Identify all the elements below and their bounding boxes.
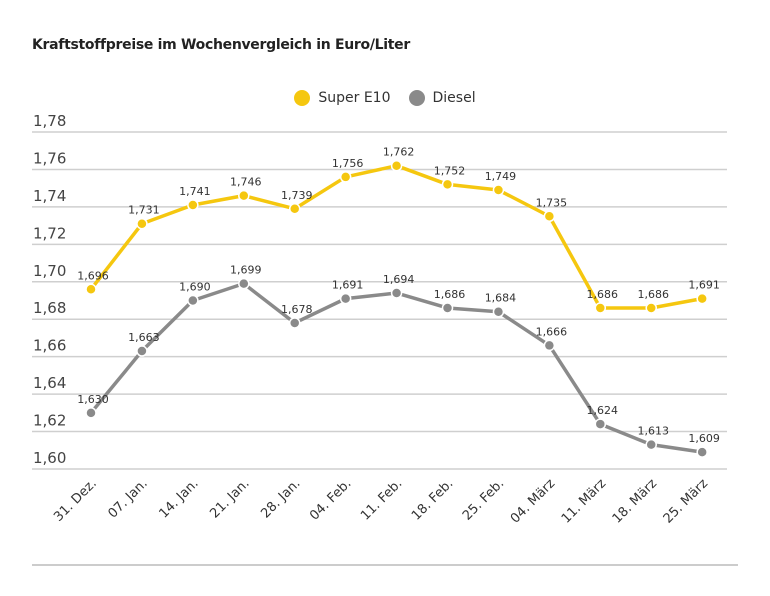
- y-tick-label: 1,76: [33, 149, 66, 167]
- data-label: 1,630: [77, 393, 109, 406]
- data-point: [136, 345, 148, 357]
- data-point: [85, 283, 97, 296]
- y-tick-label: 1,64: [33, 374, 66, 392]
- data-point: [288, 203, 301, 215]
- data-point: [136, 217, 148, 230]
- data-label: 1,691: [688, 279, 720, 292]
- legend-label: Super E10: [318, 90, 391, 106]
- data-point: [288, 317, 301, 329]
- x-tick-label: 18. Feb.: [409, 476, 456, 523]
- legend-marker-diesel: [408, 90, 425, 106]
- x-tick-label: 04. Feb.: [307, 476, 354, 523]
- data-point: [85, 407, 97, 419]
- data-label: 1,694: [383, 273, 415, 286]
- data-point: [390, 287, 403, 299]
- data-point: [492, 184, 505, 196]
- data-point: [187, 294, 199, 307]
- data-label: 1,686: [637, 288, 669, 301]
- data-label: 1,731: [128, 204, 160, 217]
- legend-item-diesel: Diesel: [408, 90, 476, 106]
- data-label: 1,609: [688, 432, 720, 445]
- data-point: [441, 302, 454, 314]
- data-label: 1,686: [434, 288, 466, 301]
- x-tick-label: 21. Jan.: [207, 476, 252, 521]
- x-tick-label: 07. Jan.: [106, 476, 151, 521]
- data-point: [390, 159, 403, 172]
- x-tick-label: 25. März: [661, 476, 711, 526]
- data-label: 1,762: [383, 146, 415, 159]
- data-label: 1,756: [332, 157, 364, 170]
- data-label: 1,691: [332, 279, 364, 292]
- data-label: 1,696: [77, 269, 109, 282]
- data-label: 1,613: [637, 425, 669, 438]
- data-label: 1,684: [485, 292, 517, 305]
- data-label: 1,735: [536, 196, 568, 209]
- y-tick-label: 1,74: [33, 187, 66, 205]
- data-point: [543, 210, 556, 222]
- x-tick-label: 14. Jan.: [156, 476, 201, 521]
- data-point: [187, 199, 199, 211]
- legend-item-super-e10: Super E10: [294, 90, 391, 106]
- bottom-divider: [32, 564, 738, 566]
- legend-marker-super-e10: [294, 90, 311, 106]
- data-point: [492, 305, 505, 318]
- data-point: [645, 302, 657, 314]
- x-tick-label: 18. März: [610, 476, 660, 526]
- x-tick-label: 11. März: [559, 476, 609, 526]
- data-label: 1,666: [536, 325, 568, 338]
- data-label: 1,739: [281, 189, 313, 202]
- chart-title: Kraftstoffpreise im Wochenvergleich in E…: [32, 37, 410, 53]
- x-tick-label: 28. Jan.: [258, 476, 303, 521]
- x-tick-label: 11. Feb.: [358, 476, 405, 523]
- y-tick-label: 1,62: [33, 412, 66, 430]
- data-point: [594, 418, 607, 430]
- y-tick-label: 1,70: [33, 262, 66, 280]
- data-point: [441, 178, 454, 191]
- data-point: [238, 189, 250, 202]
- y-tick-label: 1,60: [33, 449, 66, 467]
- y-tick-label: 1,68: [33, 299, 66, 317]
- data-point: [339, 171, 352, 183]
- data-label: 1,752: [434, 164, 466, 177]
- data-point: [696, 446, 708, 458]
- y-tick-label: 1,72: [33, 224, 66, 242]
- y-tick-label: 1,66: [33, 337, 66, 355]
- data-point: [238, 277, 250, 290]
- data-point: [339, 292, 352, 305]
- data-label: 1,690: [179, 281, 211, 294]
- x-tick-label: 25. Feb.: [460, 476, 507, 523]
- data-label: 1,678: [281, 303, 313, 316]
- legend-label: Diesel: [432, 90, 476, 106]
- data-point: [543, 339, 556, 352]
- data-label: 1,699: [230, 264, 262, 277]
- data-point: [696, 292, 708, 305]
- data-label: 1,746: [230, 176, 262, 189]
- x-tick-label: 31. Dez.: [51, 476, 100, 525]
- data-point: [594, 302, 607, 314]
- data-label: 1,749: [485, 170, 517, 183]
- data-point: [645, 438, 657, 451]
- y-tick-label: 1,78: [33, 112, 66, 130]
- legend: Super E10 Diesel: [0, 90, 770, 106]
- x-tick-label: 04. März: [508, 476, 558, 526]
- data-label: 1,663: [128, 331, 160, 344]
- data-label: 1,741: [179, 185, 211, 198]
- data-label: 1,686: [587, 288, 619, 301]
- data-label: 1,624: [587, 404, 619, 417]
